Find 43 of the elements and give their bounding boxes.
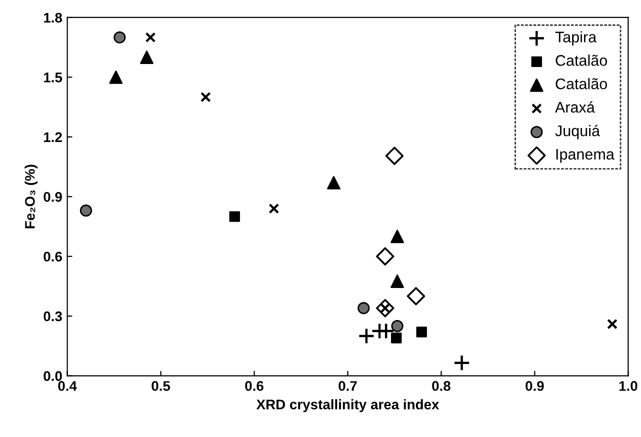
point [390, 230, 404, 244]
x-tick-label: 0.5 [152, 381, 170, 391]
y-tick-label: 0.9 [44, 192, 62, 202]
legend-label: Araxá [555, 101, 595, 113]
y-tick-label: 1.5 [44, 72, 62, 82]
point [140, 50, 154, 64]
point [391, 332, 402, 344]
x-tick-label: 0.8 [432, 381, 450, 391]
point [327, 176, 340, 190]
legend-label: Catalão [556, 54, 607, 66]
legend-label: Tapira [555, 31, 597, 46]
point [406, 287, 426, 306]
point [391, 320, 404, 332]
point [145, 32, 156, 43]
y-tick-label: 0.6 [44, 252, 62, 262]
y-tick-label: 1.2 [44, 132, 62, 142]
point [80, 204, 92, 217]
point [390, 274, 404, 288]
point [268, 203, 280, 214]
point [385, 146, 404, 165]
x-tick-label: 1.0 [619, 381, 638, 391]
x-tick-label: 0.4 [58, 381, 77, 391]
x-tick-label: 0.7 [338, 381, 357, 391]
point [229, 211, 240, 222]
x-tick-label: 0.6 [245, 381, 264, 391]
point [200, 92, 211, 102]
point [109, 70, 123, 84]
point [453, 354, 470, 372]
y-axis-title: Fe₂O₃ (%) [24, 164, 38, 228]
legend-label: Catalão [556, 78, 607, 90]
point [358, 302, 370, 314]
point [114, 31, 126, 44]
y-tick-label: 0.3 [44, 311, 62, 322]
point [607, 318, 618, 330]
x-tick-label: 0.9 [526, 381, 544, 391]
y-tick-label: 1.8 [44, 12, 62, 23]
legend-label: Ipanema [556, 149, 614, 163]
x-axis-title: XRD crystallinity area index [256, 399, 440, 412]
point [358, 328, 375, 344]
y-tick-label: 0.0 [44, 371, 62, 381]
point [416, 326, 427, 338]
legend-label: Juquiá [555, 124, 600, 140]
point [376, 247, 394, 266]
